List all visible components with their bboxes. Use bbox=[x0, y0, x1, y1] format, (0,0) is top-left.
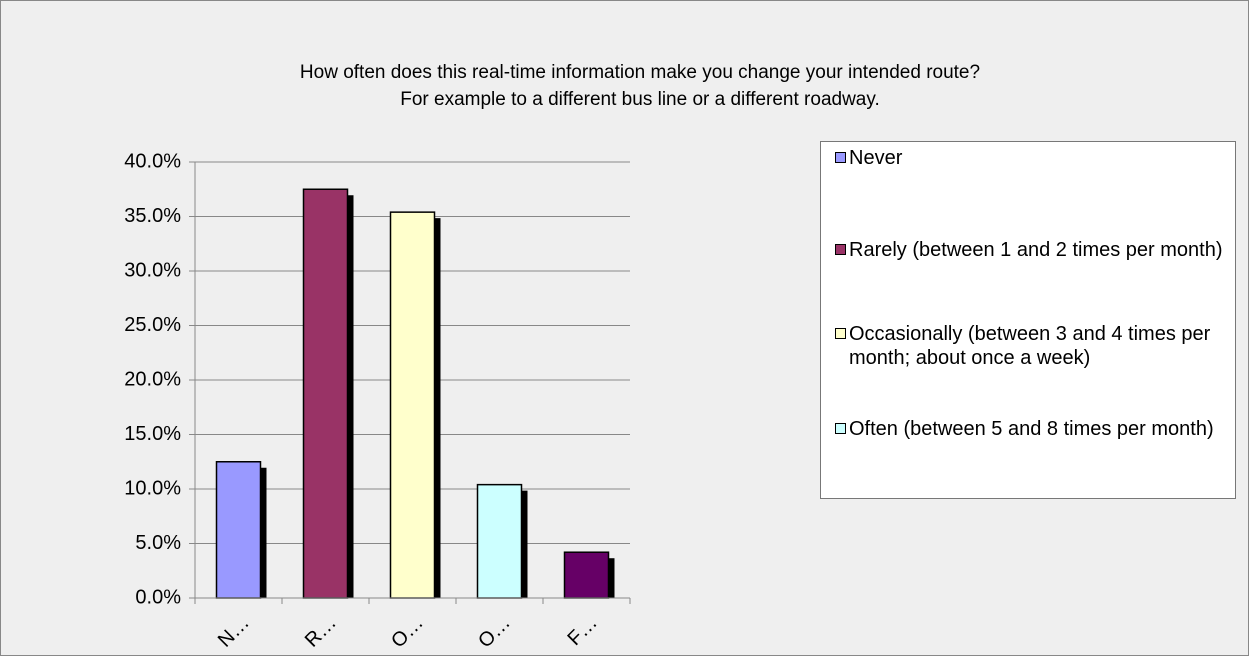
y-tick-label: 0.0% bbox=[135, 586, 181, 608]
bar bbox=[476, 483, 523, 599]
legend-entry: Often (between 5 and 8 times per month) bbox=[831, 417, 1244, 441]
legend-entry: Occasionally (between 3 and 4 times per … bbox=[831, 322, 1244, 370]
legend-label: Rarely (between 1 and 2 times per month) bbox=[849, 239, 1223, 261]
bar bbox=[215, 461, 262, 599]
y-tick-label: 35.0% bbox=[124, 205, 181, 227]
bar bbox=[302, 188, 349, 599]
chart-title: How often does this real-time informatio… bbox=[300, 62, 980, 83]
legend-swatch bbox=[835, 244, 846, 255]
y-tick-label: 15.0% bbox=[124, 423, 181, 445]
legend-label: Never bbox=[849, 147, 903, 169]
legend-entry: Never bbox=[831, 146, 1244, 170]
chart-title: For example to a different bus line or a… bbox=[400, 89, 880, 110]
y-tick-label: 40.0% bbox=[124, 150, 181, 172]
bar bbox=[563, 551, 610, 599]
legend-entry: Rarely (between 1 and 2 times per month) bbox=[831, 238, 1244, 262]
legend-swatch bbox=[835, 152, 846, 163]
y-tick-label: 30.0% bbox=[124, 259, 181, 281]
legend: Never Rarely (between 1 and 2 times per m… bbox=[820, 141, 1236, 499]
y-tick-label: 10.0% bbox=[124, 477, 181, 499]
legend-swatch bbox=[835, 423, 846, 434]
legend-label: Often (between 5 and 8 times per month) bbox=[849, 418, 1214, 440]
y-tick-label: 25.0% bbox=[124, 314, 181, 336]
y-tick-label: 5.0% bbox=[135, 532, 181, 554]
bar bbox=[389, 211, 436, 599]
y-tick-label: 20.0% bbox=[124, 368, 181, 390]
legend-label: Occasionally (between 3 and 4 times per … bbox=[849, 323, 1211, 369]
legend-swatch bbox=[835, 328, 846, 339]
